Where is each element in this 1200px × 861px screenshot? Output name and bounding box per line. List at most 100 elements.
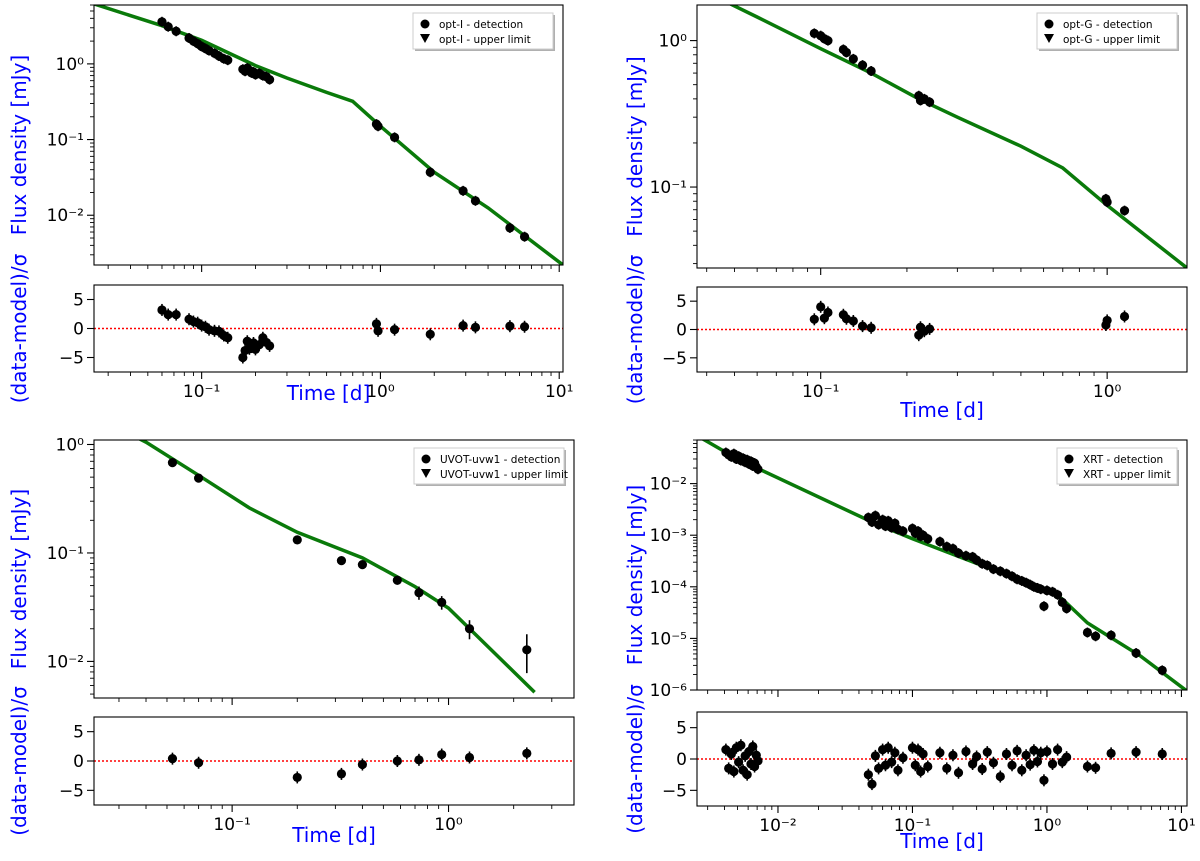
resid-y-tick-label: −5 [59, 781, 84, 801]
y-axis-label: Flux density [mJy] [623, 485, 647, 665]
data-point [898, 526, 908, 536]
y-tick-label: 10⁻² [650, 475, 687, 495]
legend-upper-limit-marker [421, 469, 431, 478]
y-axis-label: Flux density [mJy] [7, 489, 31, 669]
residual-point [1090, 763, 1101, 773]
data-point [841, 47, 852, 58]
residual-point [392, 756, 402, 766]
residual-point [458, 321, 468, 331]
residual-point [857, 321, 868, 331]
resid-y-tick-label: −5 [59, 349, 84, 369]
residual-point [873, 763, 884, 774]
resid-y-tick-label: 0 [676, 321, 687, 341]
residual-point [519, 322, 530, 332]
residual-point [893, 765, 903, 775]
residual-point [437, 749, 447, 760]
y-tick-label: 10⁰ [659, 32, 688, 52]
legend: UVOT-uvw1 - detection UVOT-uvw1 - upper l… [413, 447, 568, 486]
residual-point [1012, 746, 1022, 756]
main-plot-frame [696, 4, 1188, 269]
residual-point [1042, 746, 1052, 757]
residual-point [923, 761, 933, 772]
x-tick-label: 10⁰ [366, 382, 395, 402]
data-point [857, 60, 868, 70]
y-tick-label: 10⁻² [47, 206, 84, 226]
residual-point [925, 324, 935, 334]
residual-point [736, 740, 746, 750]
residual-point [942, 763, 952, 774]
data-point [823, 35, 833, 46]
data-point [157, 17, 167, 27]
residual-point [982, 747, 992, 757]
residual-point [890, 748, 900, 758]
y-tick-label: 10⁰ [56, 55, 85, 75]
data-point [923, 534, 933, 544]
residual-point [1052, 745, 1063, 755]
x-tick-label: 10⁰ [1093, 382, 1122, 402]
data-point [167, 458, 178, 468]
residual-point [848, 316, 858, 326]
residual-y-axis-label: (data-model)/σ [623, 684, 647, 834]
legend-detection-marker [1064, 454, 1074, 464]
residual-point [948, 750, 958, 760]
data-point [392, 575, 402, 585]
data-point [265, 74, 275, 85]
data-point [1102, 197, 1112, 207]
residual-point [265, 341, 275, 351]
residual-point [1025, 760, 1035, 770]
residual-point [988, 758, 999, 768]
residual-point [816, 302, 826, 312]
data-point [1119, 206, 1130, 216]
resid-y-tick-label: 0 [73, 320, 84, 340]
resid-y-tick-label: 5 [73, 291, 84, 311]
legend-entry: opt-I - detection [439, 19, 523, 31]
residual-point [910, 760, 920, 770]
residual-point [167, 754, 178, 764]
x-tick-label: 10¹ [1167, 816, 1195, 836]
legend: opt-G - detection opt-G - upper limit [1036, 12, 1179, 51]
residual-point [742, 770, 752, 780]
data-point [336, 556, 347, 566]
data-point [458, 186, 468, 196]
data-point [519, 232, 530, 242]
data-point [953, 548, 964, 558]
legend-entry: UVOT-uvw1 - detection [440, 454, 560, 466]
residual-point [729, 766, 739, 777]
residual-point [1021, 750, 1031, 760]
residual-y-axis-label: (data-model)/σ [7, 686, 31, 836]
resid-y-tick-label: 5 [73, 723, 84, 743]
legend: XRT - detection XRT - upper limit [1056, 447, 1179, 486]
y-tick-label: 10⁻⁴ [650, 578, 688, 598]
panel-opt-i: 10⁻² 10⁻¹ 10⁰ opt-I - detection opt-I - uppe… [7, 4, 573, 405]
x-axis-label: Time [d] [899, 829, 984, 853]
data-point [1157, 665, 1167, 675]
y-tick-label: 10⁻² [47, 652, 84, 672]
residual-point [1106, 748, 1116, 758]
legend-entry: XRT - upper limit [1083, 469, 1171, 481]
legend-detection-marker [1044, 19, 1054, 29]
legend-entry: UVOT-uvw1 - upper limit [440, 469, 568, 481]
residual-point [977, 764, 987, 774]
y-axis-label: Flux density [mJy] [623, 56, 647, 236]
y-tick-label: 10⁻⁶ [650, 681, 688, 701]
residual-point [961, 746, 971, 757]
x-tick-label: 10⁻¹ [183, 382, 220, 402]
data-point [223, 55, 233, 65]
data-point [414, 588, 424, 598]
residual-point [1131, 747, 1141, 757]
residual-point [505, 321, 515, 331]
residual-point [425, 329, 435, 339]
residual-y-axis-label: (data-model)/σ [623, 254, 647, 404]
residual-point [866, 323, 876, 333]
legend-entry: opt-I - upper limit [439, 34, 531, 46]
data-point [292, 535, 302, 545]
residual-point [809, 314, 819, 324]
residual-point [748, 741, 758, 752]
data-point [753, 464, 763, 474]
data-point [1131, 648, 1141, 658]
data-point [470, 196, 481, 206]
data-point [1090, 631, 1101, 641]
residual-point [163, 309, 173, 320]
x-tick-label: 10⁻¹ [213, 815, 250, 835]
